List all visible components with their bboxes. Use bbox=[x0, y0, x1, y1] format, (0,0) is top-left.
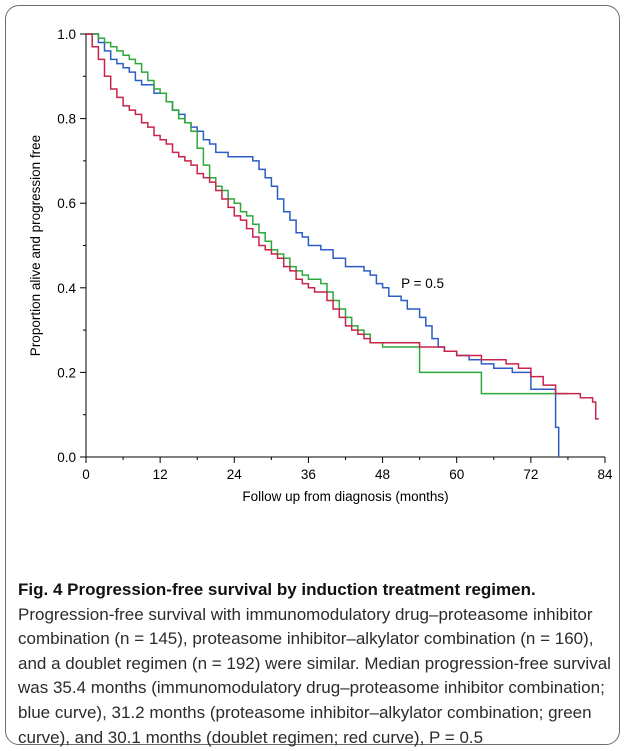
x-tick-label: 60 bbox=[449, 467, 464, 482]
survival-chart: 0 12 24 36 48 60 72 84 0.0 0.2 0.4 0.6 0.8 1.0 P = 0.… bbox=[28, 27, 613, 504]
x-tick-label: 0 bbox=[82, 467, 90, 482]
caption-title: Fig. 4 Progression-free survival by indu… bbox=[18, 580, 536, 599]
x-tick-label: 72 bbox=[523, 467, 538, 482]
x-tick-label: 84 bbox=[597, 467, 613, 482]
x-tick-label: 48 bbox=[375, 467, 390, 482]
y-tick-label: 0.8 bbox=[57, 112, 76, 127]
x-tick-label: 36 bbox=[301, 467, 316, 482]
caption-body: Progression-free survival with immunomod… bbox=[18, 604, 611, 747]
x-tick-label: 12 bbox=[153, 467, 168, 482]
y-axis-label: Proportion alive and progression free bbox=[28, 135, 43, 356]
y-tick-label: 0.2 bbox=[57, 365, 76, 380]
y-tick-label: 0.0 bbox=[57, 450, 76, 465]
x-axis-label: Follow up from diagnosis (months) bbox=[242, 489, 448, 504]
chart-axes: 0 12 24 36 48 60 72 84 0.0 0.2 0.4 0.6 0.8 1.0 bbox=[57, 27, 613, 482]
survival-curves bbox=[86, 33, 599, 457]
figure-frame bbox=[5, 5, 620, 745]
survival-curve-3 bbox=[86, 33, 599, 420]
p-value-annotation: P = 0.5 bbox=[401, 276, 444, 291]
survival-curve-2 bbox=[86, 33, 568, 395]
x-tick-label: 24 bbox=[227, 467, 243, 482]
figure-caption: Fig. 4 Progression-free survival by indu… bbox=[18, 578, 616, 750]
y-tick-label: 0.6 bbox=[57, 196, 76, 211]
y-tick-label: 1.0 bbox=[57, 27, 76, 42]
y-tick-label: 0.4 bbox=[57, 281, 76, 296]
